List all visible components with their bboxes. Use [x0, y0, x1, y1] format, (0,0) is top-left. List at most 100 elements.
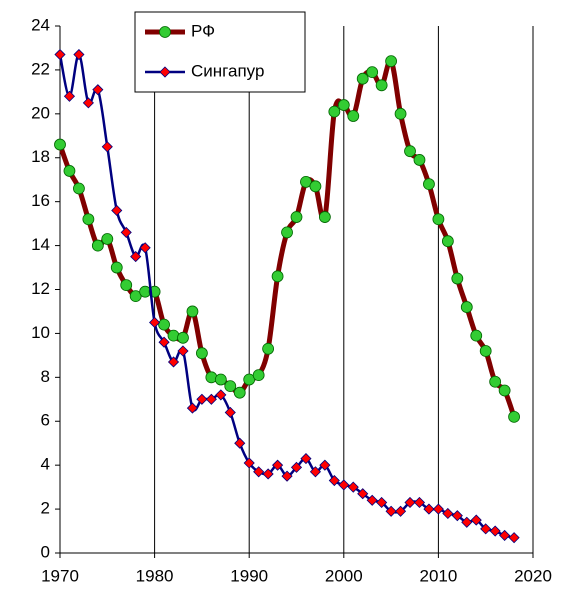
diamond-marker	[309, 466, 321, 478]
y-tick-label: 20	[31, 103, 50, 122]
circle-marker	[290, 211, 303, 223]
circle-marker	[233, 386, 246, 399]
diamond-marker	[196, 393, 208, 405]
circle-marker	[101, 233, 114, 245]
circle-marker	[347, 110, 360, 122]
diamond-marker	[385, 505, 397, 517]
diamond-marker	[159, 66, 171, 78]
diamond-marker	[376, 496, 388, 509]
diamond-marker	[63, 90, 76, 102]
circle-marker	[252, 369, 265, 382]
diamond-marker	[442, 507, 454, 520]
circle-marker	[366, 66, 379, 79]
circle-marker	[489, 375, 502, 388]
diamond-marker	[413, 496, 426, 509]
circle-marker	[195, 347, 208, 360]
legend-label: РФ	[191, 21, 215, 40]
circle-marker	[318, 211, 331, 223]
y-tick-label: 24	[31, 15, 50, 34]
x-tick-label: 2010	[419, 566, 457, 585]
diamond-marker	[432, 503, 444, 515]
diamond-marker	[357, 488, 369, 500]
diamond-marker	[139, 242, 151, 254]
diamond-marker	[205, 393, 217, 405]
x-tick-label: 1980	[136, 566, 174, 585]
y-tick-label: 10	[31, 323, 50, 342]
circle-marker	[110, 261, 123, 274]
circle-marker	[451, 272, 464, 285]
x-tick-label: 1970	[41, 566, 79, 585]
circle-marker	[73, 182, 85, 195]
circle-marker	[186, 305, 199, 318]
circle-marker	[479, 345, 492, 357]
x-tick-label: 1990	[230, 566, 268, 585]
diamond-marker	[461, 516, 473, 528]
circle-marker	[508, 410, 520, 423]
diamond-marker	[101, 141, 113, 153]
diamond-marker	[290, 461, 303, 473]
y-tick-label: 6	[41, 411, 50, 430]
diamond-marker	[167, 356, 180, 368]
circle-marker	[356, 72, 369, 85]
circle-marker	[337, 99, 350, 111]
diamond-marker	[470, 514, 482, 526]
diamond-marker	[319, 459, 331, 471]
circle-marker	[177, 331, 189, 344]
diamond-marker	[215, 389, 227, 401]
y-tick-label: 8	[41, 367, 50, 386]
circle-marker	[158, 318, 170, 331]
circle-marker	[159, 26, 171, 38]
x-tick-label: 2000	[325, 566, 363, 585]
diamond-marker	[92, 84, 104, 96]
y-tick-label: 16	[31, 191, 50, 210]
y-tick-label: 12	[31, 279, 50, 298]
circle-marker	[413, 154, 426, 166]
y-tick-label: 18	[31, 147, 50, 166]
diamond-marker	[158, 336, 170, 348]
diamond-marker	[262, 468, 274, 480]
diamond-marker	[73, 48, 85, 61]
circle-marker	[120, 279, 133, 292]
circle-marker	[281, 226, 293, 239]
legend-box	[134, 11, 306, 93]
circle-marker	[460, 301, 473, 313]
legend-label: Сингапур	[191, 61, 264, 80]
diamond-marker	[272, 459, 284, 471]
diamond-marker	[243, 457, 255, 469]
circle-marker	[498, 384, 511, 397]
diamond-marker	[508, 532, 520, 544]
diamond-marker	[120, 226, 132, 238]
diamond-marker	[111, 204, 123, 217]
x-tick-label: 2020	[514, 566, 552, 585]
circle-marker	[54, 138, 66, 151]
circle-marker	[129, 290, 142, 302]
circle-marker	[441, 235, 454, 248]
circle-marker	[375, 79, 388, 92]
circle-marker	[63, 165, 76, 177]
diamond-marker	[281, 470, 293, 482]
diamond-marker	[451, 510, 463, 522]
diamond-marker	[328, 474, 340, 487]
diamond-marker	[394, 505, 407, 517]
y-tick-label: 0	[41, 542, 50, 561]
circle-marker	[309, 180, 322, 193]
series-line	[58, 53, 515, 539]
diamond-marker	[253, 466, 265, 478]
circle-marker	[423, 178, 435, 191]
y-tick-label: 2	[41, 499, 50, 518]
diamond-marker	[54, 48, 66, 61]
y-tick-label: 4	[41, 455, 50, 474]
diamond-marker	[366, 494, 378, 506]
diamond-marker	[347, 481, 359, 493]
diamond-marker	[224, 406, 236, 419]
circle-marker	[271, 270, 284, 283]
circle-marker	[328, 105, 341, 118]
circle-marker	[262, 342, 275, 355]
circle-marker	[243, 373, 256, 386]
diamond-marker	[130, 250, 142, 263]
circle-marker	[91, 239, 104, 252]
diamond-marker	[234, 437, 246, 449]
circle-marker	[470, 329, 483, 342]
legend: РФ Сингапур	[134, 11, 306, 93]
